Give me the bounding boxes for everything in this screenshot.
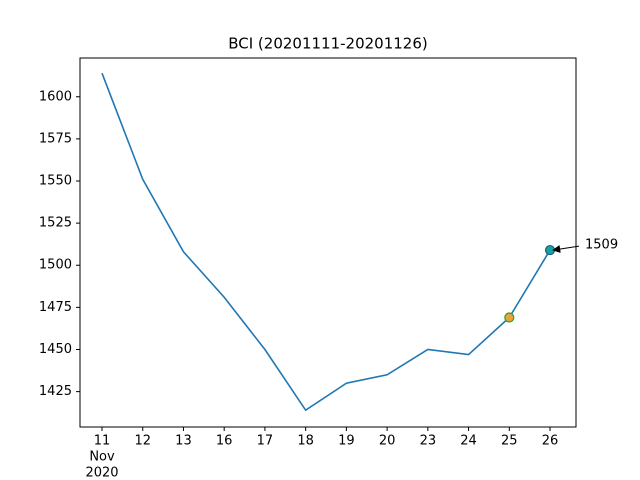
y-tick-label: 1525 — [39, 216, 72, 231]
highlight-point — [504, 312, 515, 323]
line — [101, 72, 551, 412]
plot-frame — [79, 57, 577, 428]
x-tick-label: 20 — [379, 434, 396, 449]
chart-title: BCI (20201111-20201126) — [228, 35, 428, 53]
x-tick-label: 23 — [420, 434, 437, 449]
x-tick-label: 12 — [134, 434, 151, 449]
y-tick-label: 1475 — [39, 300, 72, 315]
y-tick-label: 1600 — [39, 89, 72, 104]
x-tick-label: 26 — [542, 434, 559, 449]
annotation-label: 1509 — [585, 238, 618, 253]
x-tick-label: 16 — [216, 434, 233, 449]
x-tick-label: 24 — [460, 434, 477, 449]
x-tick-label: 17 — [257, 434, 274, 449]
x-month-label: Nov — [89, 450, 115, 465]
y-tick-label: 1425 — [39, 384, 72, 399]
y-tick-label: 1500 — [39, 258, 72, 273]
annotation-arrow — [552, 245, 580, 253]
x-tick-label: 25 — [501, 434, 518, 449]
y-tick-label: 1450 — [39, 342, 72, 357]
x-tick-label: 18 — [297, 434, 314, 449]
x-tick-label: 13 — [175, 434, 192, 449]
x-year-label: 2020 — [85, 466, 118, 480]
x-tick-label: 19 — [338, 434, 355, 449]
y-tick-label: 1575 — [39, 131, 72, 146]
y-tick-label: 1550 — [39, 174, 72, 189]
x-tick-label: 11 — [94, 434, 111, 449]
